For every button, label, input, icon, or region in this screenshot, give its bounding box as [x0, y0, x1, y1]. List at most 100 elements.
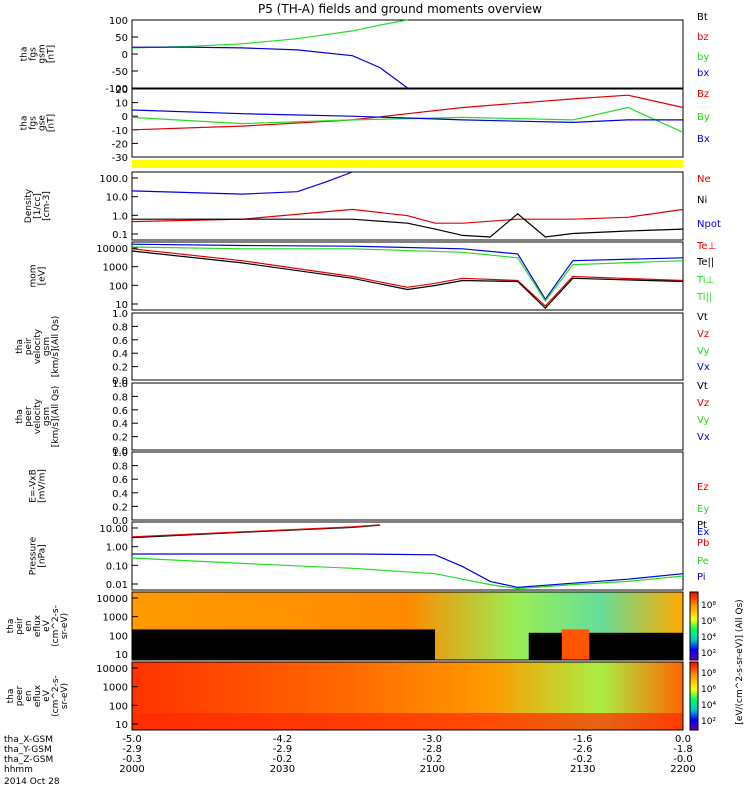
panel-fgs_gsm: thafgsgsm[nT] 100 50 0 -50 -100 Bt bz by bx: [20, 12, 710, 95]
y-tick-label: 0.6: [112, 475, 128, 486]
x-axis-value: -1.6: [573, 734, 593, 745]
y-axis-label-fgs_gse: thafgsgse[nT]: [20, 114, 57, 132]
colorbar-tick-label: 10²: [701, 649, 716, 659]
panel-peir_velocity: thapeirvelocitygsm[km/s](All Qs) 1.0 0.8 0.…: [15, 309, 710, 387]
legend-entry: By: [697, 112, 710, 123]
x-axis-value: -0.0: [673, 754, 693, 765]
legend-entry: Ti||: [696, 292, 712, 303]
x-axis-value: -5.0: [122, 734, 142, 745]
y-axis-label-line: sr-eV): [60, 613, 70, 639]
series-line-Bz: [131, 94, 684, 131]
y-tick-label: 1000: [103, 613, 128, 624]
y-axis-label-line: [nPa]: [38, 544, 48, 567]
spectrogram-low-flux-region: [132, 629, 436, 660]
legend-entry: Bx: [697, 134, 710, 145]
series-line-Ti⊥: [131, 246, 684, 303]
y-axis-label-line: eV: [42, 689, 52, 702]
legend-entry: Vz: [697, 329, 709, 340]
legend-entry: Bt: [697, 12, 708, 23]
y-axis-label-peir_velocity: thapeirvelocitygsm[km/s](All Qs): [15, 316, 61, 378]
legend-entry: Bz: [697, 89, 709, 100]
panel-frame: [131, 591, 684, 661]
y-tick-label: 10: [115, 650, 128, 661]
legend-entry: Vy: [697, 346, 710, 357]
plot-title: P5 (TH-A) fields and ground moments over…: [258, 2, 542, 16]
panels: thafgsgsm[nT]100500-50-100Btbzbybxthafgs…: [6, 12, 721, 731]
x-axis-value: -3.0: [423, 734, 443, 745]
series-line-by: [131, 19, 408, 49]
y-tick-label: 0.6: [112, 336, 128, 347]
spectrogram-low-flux-region: [528, 632, 683, 660]
y-tick-label: 10000: [96, 664, 128, 675]
colorbar-tick-label: 10⁸: [701, 669, 716, 679]
y-axis-label-line: eflux: [33, 614, 43, 637]
y-axis-label-line: [nT]: [47, 45, 57, 63]
x-axis-value: -2.9: [122, 744, 142, 755]
panel-density: Density[1/cc][cm-3] 100.0 10.0 1.0 0.1 Ne Ni Np…: [24, 171, 721, 241]
x-axis-value: -0.3: [122, 754, 142, 765]
x-axis-value: -2.6: [573, 744, 593, 755]
y-tick-label: 1.00: [106, 543, 128, 554]
y-axis-label-density: Density[1/cc][cm-3]: [24, 188, 52, 223]
panel-peer_spectrogram: thapeerenefluxeV(cm^2-s-sr-eV) 10000 1000 1…: [6, 661, 684, 731]
y-tick-label: 20: [115, 85, 128, 96]
y-tick-label: 0: [122, 112, 128, 123]
y-tick-label: 1000: [103, 683, 128, 694]
y-tick-label: -10: [112, 126, 128, 137]
y-axis-label-line: tha: [6, 619, 16, 634]
x-axis-value: -0.2: [423, 754, 443, 765]
y-axis-label-peir_spectrogram: thapeirenefluxeV(cm^2-s-sr-eV): [6, 605, 70, 647]
y-tick-label: 0.2: [112, 433, 128, 444]
y-axis-label-line: peer: [15, 685, 25, 706]
legend-entry: Pb: [697, 538, 709, 549]
x-axis-value: 2000: [119, 764, 144, 775]
y-axis-label-line: [km/s](All Qs): [51, 316, 61, 378]
y-axis-label-line: eflux: [33, 684, 43, 707]
x-axis-row-label: tha_Z-GSM: [4, 755, 53, 765]
series-line-Pb: [131, 524, 381, 538]
y-axis-label-line: mom: [29, 264, 39, 287]
y-tick-label: 100: [109, 16, 128, 27]
colorbar-tick-label: 10⁴: [701, 633, 716, 643]
series-line-Ni: [132, 213, 684, 238]
y-axis-label-line: (cm^2-s-: [51, 675, 61, 717]
series-line-Bx: [131, 109, 683, 124]
y-axis-label-temperature: mom[eV]: [29, 264, 48, 287]
panel-fgs_gse: thafgsgse[nT] 20 10 0 -10 -20 -30 Bz By Bx: [20, 85, 710, 164]
panel-frame: [131, 19, 684, 89]
legend-entry: Pt: [697, 520, 707, 531]
y-tick-label: 0.1: [112, 230, 128, 241]
y-tick-label: 1.0: [112, 448, 128, 459]
y-tick-label: 0.8: [112, 322, 128, 333]
x-axis-value: -2.9: [273, 744, 293, 755]
y-tick-label: 100: [109, 701, 128, 712]
y-tick-label: 0.10: [106, 561, 128, 572]
y-tick-label: 1.0: [112, 211, 128, 222]
series-line-Te⊥: [131, 248, 684, 307]
y-axis-label-line: (cm^2-s-: [51, 605, 61, 647]
series-line-Pi: [132, 553, 684, 589]
legend-entry: Ey: [697, 504, 709, 515]
yellow-band: [132, 160, 683, 168]
y-tick-label: 0.01: [106, 580, 128, 591]
series-line-Ne: [131, 208, 684, 224]
x-axis-value: -4.2: [273, 734, 293, 745]
colorbar-label: [eV/(cm^2-s-sr-eV)] (All Qs): [735, 599, 745, 724]
colorbar-tick-label: 10⁶: [701, 617, 716, 627]
y-axis-label-line: fgs: [29, 47, 39, 61]
y-axis-label-line: tha: [15, 339, 25, 354]
y-axis-label-pressure: Pressure[nPa]: [29, 536, 48, 575]
legend-entry: Te||: [696, 257, 714, 268]
colorbar-tick-label: 10⁸: [701, 601, 716, 611]
y-axis-label-line: tha: [20, 116, 30, 131]
x-axis-value: -0.2: [273, 754, 293, 765]
y-axis-label-line: Pressure: [29, 536, 39, 575]
legend-entry: Vz: [697, 398, 709, 409]
panel-temperature: mom[eV] 10000 1000 100 10 Te⊥ Te|| Ti⊥ Ti||: [29, 241, 717, 311]
y-axis-label-line: sr-eV): [60, 683, 70, 709]
panel-peer_velocity: thapeervelocitygsm[km/s](All Qs) 1.0 0.8 0.…: [15, 379, 710, 457]
y-axis-label-line: tha: [15, 409, 25, 424]
legend-entry: Ti⊥: [696, 275, 714, 286]
panel-exb: E=-VxB[mV/m] 1.0 0.8 0.6 0.4 0.2 0.0 Ez Ey Ex: [29, 448, 710, 538]
